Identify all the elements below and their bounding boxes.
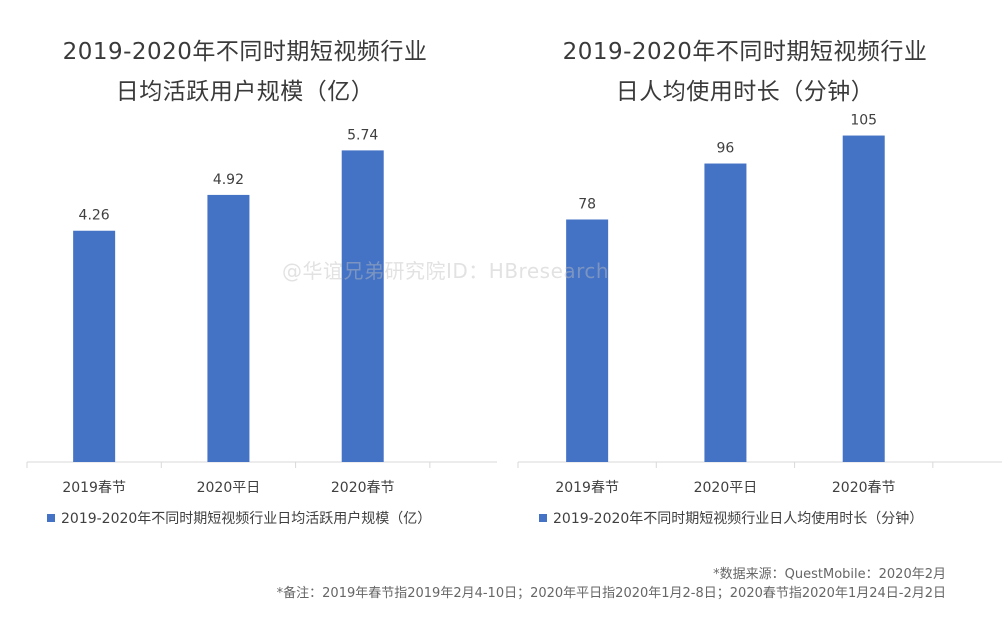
chart-2-title: 2019-2020年不同时期短视频行业 日人均使用时长（分钟） [500,32,990,112]
chart-2-legend: 2019-2020年不同时期短视频行业日人均使用时长（分钟） [539,508,923,528]
remark-note: *备注：2019年春节指2019年2月4-10日；2020年平日指2020年1月… [276,586,946,601]
chart-1-data-label-2: 4.92 [213,172,244,188]
chart-1-category-label-3: 2020春节 [331,480,395,496]
chart-2-title-line-2: 日人均使用时长（分钟） [615,79,875,105]
chart-2-bar-1 [566,219,609,462]
chart-1-category-label-1: 2019春节 [62,480,126,496]
chart-2-bar-2 [704,163,747,462]
chart-1-bar-2 [207,194,250,462]
chart-1-bar-1 [73,230,116,462]
chart-1-data-label-1: 4.26 [79,208,110,224]
chart-2-category-label-3: 2020春节 [832,480,896,496]
chart-2-category-label-2: 2020平日 [694,480,758,496]
chart-1-data-label-3: 5.74 [347,127,378,143]
chart-1-legend-swatch [47,514,55,522]
chart-2-legend-swatch [539,514,547,522]
chart-2-bar-3 [842,135,885,462]
chart-2-data-label-2: 96 [717,141,735,157]
chart-1-legend-label: 2019-2020年不同时期短视频行业日均活跃用户规模（亿） [61,511,432,527]
chart-2-legend-label: 2019-2020年不同时期短视频行业日人均使用时长（分钟） [553,511,924,527]
chart-1-title-line-1: 2019-2020年不同时期短视频行业 [62,39,428,65]
chart-1-legend: 2019-2020年不同时期短视频行业日均活跃用户规模（亿） [47,508,431,528]
chart-1-title-line-2: 日均活跃用户规模（亿） [115,79,375,105]
chart-2-data-label-3: 105 [850,113,877,129]
chart-1-category-label-2: 2020平日 [197,480,261,496]
chart-2-category-label-1: 2019春节 [555,480,619,496]
chart-2-data-label-1: 78 [578,196,596,212]
watermark-text: @华谊兄弟研究院ID：HBresearch [282,259,610,283]
chart-1-bar-3 [341,150,384,462]
chart-2-title-line-1: 2019-2020年不同时期短视频行业 [562,39,928,65]
chart-1-title: 2019-2020年不同时期短视频行业 日均活跃用户规模（亿） [10,32,480,112]
source-note: *数据来源：QuestMobile：2020年2月 [713,567,946,582]
